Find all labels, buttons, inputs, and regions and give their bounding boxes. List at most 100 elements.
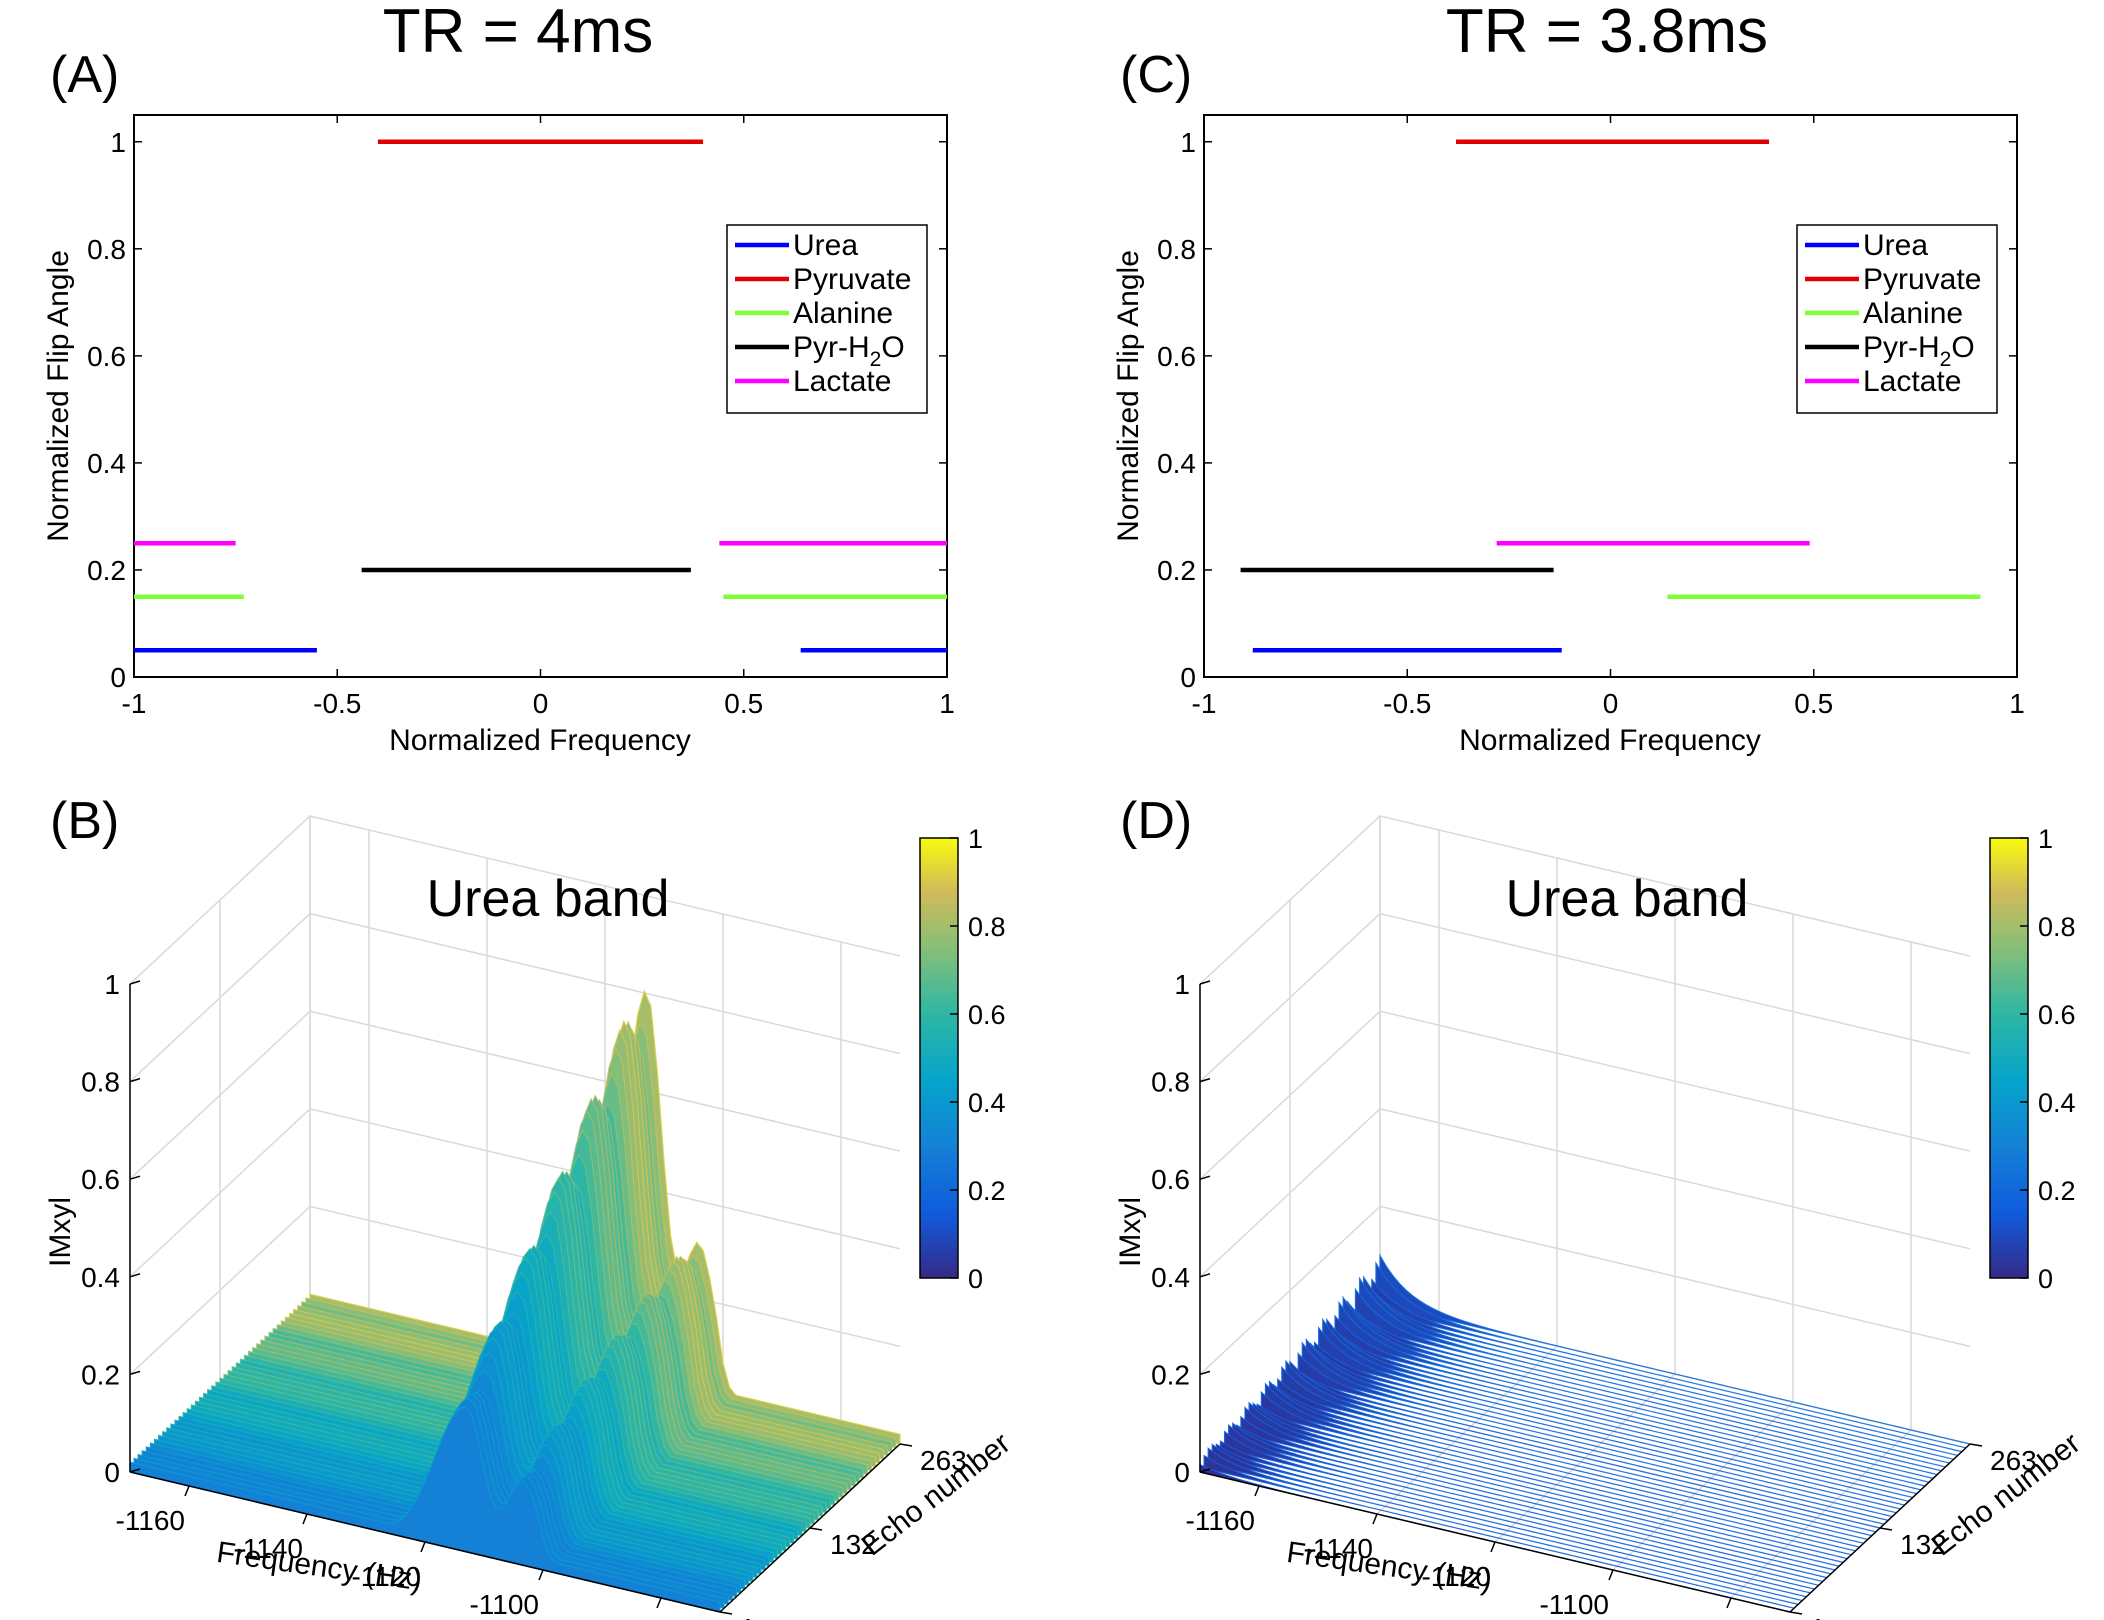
surface-slice — [1289, 1360, 1881, 1529]
surface-slice — [1232, 1422, 1823, 1583]
colorbar-tick-label: 0.6 — [2038, 1000, 2076, 1030]
z-tick-label: 0.6 — [1151, 1164, 1190, 1195]
legend-label-main: Lactate — [793, 365, 891, 398]
surface-slice — [1338, 1300, 1930, 1483]
x-axis-label: Normalized Frequency — [389, 724, 691, 757]
surface-slice — [1219, 1440, 1811, 1594]
x-tick-mark — [184, 1485, 190, 1497]
x-tick-label: -0.5 — [313, 688, 361, 719]
y-axis-label: Normalized Flip Angle — [1112, 250, 1145, 542]
legend-label-main: Urea — [793, 229, 858, 262]
x-tick-label: -1100 — [1539, 1589, 1609, 1620]
x-tick-label: -1160 — [1185, 1505, 1255, 1536]
colorbar-tick-label: 0 — [968, 1264, 983, 1294]
x-tick-label: -1080 — [1655, 1617, 1727, 1620]
x-tick-label: 1 — [2009, 688, 2025, 719]
z-tick-mark — [129, 1273, 141, 1278]
y-tick-label: 1 — [1810, 1613, 1826, 1620]
x-tick-label: -0.5 — [1383, 688, 1431, 719]
surface-slice — [129, 1405, 721, 1613]
surface-slice — [1334, 1314, 1926, 1487]
z-tick-mark — [129, 1468, 141, 1473]
surface-slice — [1293, 1366, 1885, 1525]
x-tick-mark — [1726, 1597, 1732, 1609]
surface-slice — [1313, 1341, 1905, 1506]
z-tick-label: 1 — [104, 969, 120, 1000]
x-tick-label: 0 — [533, 688, 549, 719]
legend-label-main: Lactate — [1863, 365, 1961, 398]
y-tick-mark — [1969, 1443, 1983, 1447]
surface-slice — [1277, 1377, 1868, 1541]
surface-slice — [1240, 1415, 1832, 1575]
legend-label: Pyruvate — [1863, 263, 1981, 296]
z-tick-mark — [1199, 1273, 1211, 1278]
y-tick-label: 0.4 — [87, 448, 126, 479]
y-tick-label: 0.6 — [87, 341, 126, 372]
colorbar-tick-label: 0.2 — [2038, 1176, 2076, 1206]
legend-label: Alanine — [793, 297, 893, 330]
panel-label-d: (D) — [1120, 792, 1192, 850]
x-tick-mark — [656, 1597, 662, 1609]
y-axis-label: Normalized Flip Angle — [42, 250, 75, 542]
colorbar-tick-label: 0 — [2038, 1264, 2053, 1294]
surface-slice — [1228, 1423, 1819, 1586]
x-tick-mark — [538, 1569, 544, 1581]
colorbar-gradient — [919, 837, 959, 1279]
panel-label-a: (A) — [50, 46, 119, 104]
z-tick-label: 0.2 — [81, 1359, 120, 1390]
z-tick-mark — [129, 1370, 141, 1376]
colorbar-tick-label: 0.6 — [968, 1000, 1006, 1030]
x-tick-label: -1 — [1192, 688, 1217, 719]
legend-label-main: Urea — [1863, 229, 1928, 262]
surface-title: Urea band — [1506, 870, 1749, 928]
z-tick-mark — [129, 1175, 141, 1180]
legend-label-main: Alanine — [793, 297, 893, 330]
y-tick-label: 263 — [920, 1445, 967, 1476]
z-grid-line — [1199, 1010, 1971, 1180]
colorbar-tick-label: 0.4 — [968, 1088, 1006, 1118]
surface-title: Urea band — [427, 870, 670, 928]
legend-label: Lactate — [793, 365, 891, 398]
surface-slice — [1256, 1403, 1848, 1560]
z-tick-label: 0.8 — [1151, 1067, 1190, 1098]
surface-slice — [1350, 1305, 1942, 1472]
y-tick-label: 0.2 — [1157, 555, 1196, 586]
legend-label-main: Pyr-H — [1863, 331, 1940, 364]
surface-slice — [1363, 1275, 1954, 1460]
surface-slice — [1223, 1430, 1815, 1590]
panel-label-c: (C) — [1120, 46, 1192, 104]
colorbar-tick-label: 1 — [2038, 824, 2053, 854]
surface-slice — [1305, 1337, 1897, 1514]
y-tick-label: 132 — [1900, 1529, 1947, 1560]
z-tick-mark — [1199, 1468, 1211, 1473]
x-tick-mark — [302, 1513, 308, 1525]
x-tick-label: -1120 — [351, 1561, 421, 1592]
x-tick-label: 0.5 — [724, 688, 763, 719]
y-tick-label: 1 — [1180, 127, 1196, 158]
y-tick-label: 263 — [1990, 1445, 2037, 1476]
surface-slice — [1297, 1352, 1889, 1521]
z-grid-line — [1199, 1107, 1971, 1278]
y-tick-label: 0.8 — [1157, 234, 1196, 265]
z-grid-line — [129, 912, 901, 1083]
y-tick-label: 1 — [110, 127, 126, 158]
y-tick-mark — [899, 1443, 913, 1447]
surface-slice — [1379, 1253, 1971, 1445]
y-tick-mark — [1789, 1611, 1803, 1615]
surface-slice — [1207, 1447, 1799, 1605]
y-tick-mark — [809, 1527, 823, 1531]
x-tick-label: -1140 — [233, 1533, 303, 1564]
surface-slice — [1260, 1390, 1852, 1556]
y-tick-label: 1 — [740, 1613, 756, 1620]
legend-label: Pyr-H2O — [1863, 331, 1975, 371]
legend-label-main: Alanine — [1863, 297, 1963, 330]
surface-slice — [1354, 1287, 1946, 1468]
surface-chart-b: 0 0.2 0.4 0.6 0.8 1 -1160 -1140 -1120 -1100 -1080 1… — [44, 815, 1017, 1620]
z-grid-line — [1199, 912, 1971, 1083]
z-tick-mark — [1199, 1077, 1211, 1083]
y-tick-mark — [719, 1611, 733, 1615]
surface-slice — [1367, 1283, 1958, 1457]
surface-slice — [1342, 1295, 1934, 1479]
x-tick-label: -1160 — [115, 1505, 185, 1536]
